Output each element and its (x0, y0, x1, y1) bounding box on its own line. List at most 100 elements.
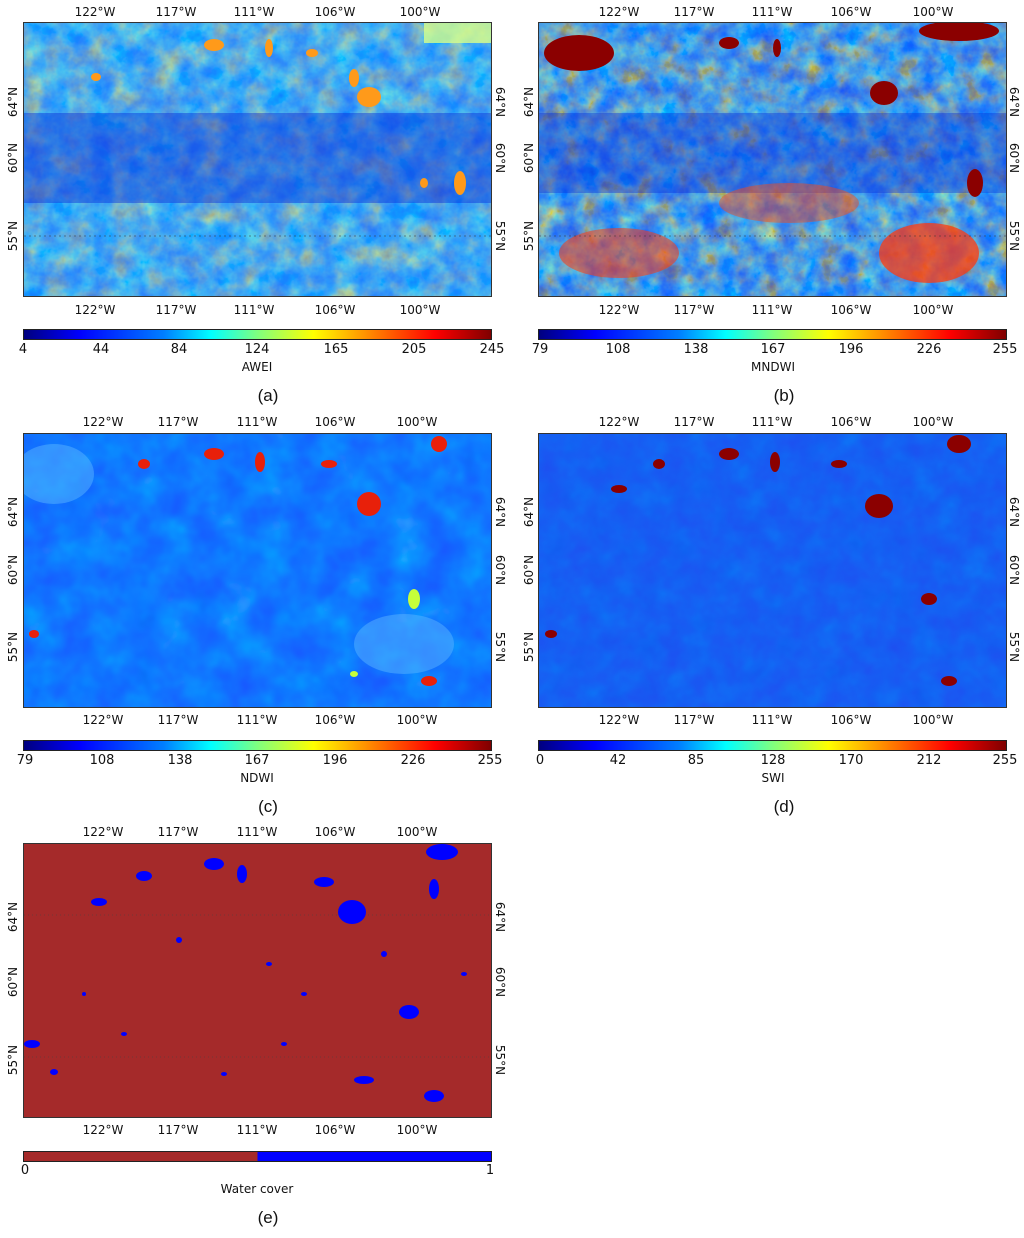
bottom-lon-label: 122°W (74, 303, 116, 317)
colorbar-tick: 167 (244, 753, 270, 768)
right-lat-label: 60°N (1007, 554, 1021, 586)
colorbar-tick: 196 (322, 753, 348, 768)
colorbar-tick: 85 (687, 753, 705, 768)
left-lat-label: 60°N (522, 142, 536, 174)
colorbar-water-cover (23, 1151, 492, 1162)
top-lon-label: 117°W (155, 5, 197, 19)
top-lon-label: 122°W (74, 5, 116, 19)
bottom-lon-label: 122°W (598, 303, 640, 317)
colorbar-mndwi (538, 329, 1007, 340)
left-lat-label: 64°N (522, 86, 536, 118)
raster-awei (24, 23, 491, 296)
colorbar-tick: 167 (760, 342, 786, 357)
panel-caption: (b) (773, 386, 795, 405)
top-lon-label: 100°W (912, 5, 954, 19)
colorbar-tick: 124 (244, 342, 270, 357)
top-lon-label: 100°W (399, 5, 441, 19)
bottom-lon-label: 117°W (157, 713, 199, 727)
raster-swi (539, 434, 1006, 707)
colorbar-tick: 0 (20, 1163, 30, 1178)
bottom-lon-label: 122°W (82, 1123, 124, 1137)
bottom-lon-label: 111°W (233, 303, 275, 317)
bottom-lon-label: 100°W (399, 303, 441, 317)
colorbar-label: NDWI (240, 771, 274, 785)
right-lat-label: 60°N (1007, 142, 1021, 174)
panel-caption: (d) (773, 797, 795, 816)
colorbar-tick: 255 (477, 753, 503, 768)
top-lon-label: 122°W (598, 415, 640, 429)
top-lon-label: 122°W (598, 5, 640, 19)
colorbar-tick: 4 (18, 342, 28, 357)
top-lon-label: 117°W (673, 415, 715, 429)
colorbar-tick: 138 (683, 342, 709, 357)
top-lon-label: 117°W (157, 415, 199, 429)
bottom-lon-label: 122°W (598, 713, 640, 727)
bottom-lon-label: 100°W (912, 303, 954, 317)
top-lon-label: 100°W (912, 415, 954, 429)
colorbar-tick: 205 (401, 342, 427, 357)
right-lat-label: 55°N (1007, 631, 1021, 663)
colorbar-tick: 212 (916, 753, 942, 768)
colorbar-ndwi (23, 740, 492, 751)
right-lat-label: 60°N (493, 142, 507, 174)
top-lon-label: 111°W (751, 5, 793, 19)
top-lon-label: 111°W (233, 5, 275, 19)
left-lat-label: 55°N (6, 1044, 20, 1076)
right-lat-label: 55°N (1007, 220, 1021, 252)
colorbar-tick: 255 (992, 342, 1018, 357)
colorbar-tick: 44 (92, 342, 110, 357)
bottom-lon-label: 100°W (396, 1123, 438, 1137)
left-lat-label: 55°N (522, 631, 536, 663)
bottom-lon-label: 117°W (157, 1123, 199, 1137)
panel-caption: (a) (257, 386, 279, 405)
panel-caption: (c) (258, 797, 278, 816)
top-lon-label: 117°W (157, 825, 199, 839)
right-lat-label: 60°N (493, 554, 507, 586)
left-lat-label: 60°N (6, 966, 20, 998)
left-lat-label: 60°N (522, 554, 536, 586)
map-water-cover (23, 843, 492, 1118)
top-lon-label: 117°W (673, 5, 715, 19)
raster-ndwi (24, 434, 491, 707)
colorbar-tick: 79 (16, 753, 34, 768)
bottom-lon-label: 111°W (751, 303, 793, 317)
left-lat-label: 64°N (6, 901, 20, 933)
bottom-lon-label: 122°W (82, 713, 124, 727)
right-lat-label: 60°N (493, 966, 507, 998)
map-ndwi (23, 433, 492, 708)
top-lon-label: 122°W (82, 415, 124, 429)
colorbar-tick: 79 (531, 342, 549, 357)
top-lon-label: 106°W (314, 415, 356, 429)
colorbar-awei (23, 329, 492, 340)
top-lon-label: 100°W (396, 415, 438, 429)
map-swi (538, 433, 1007, 708)
colorbar-label: SWI (761, 771, 785, 785)
left-lat-label: 60°N (6, 554, 20, 586)
colorbar-tick: 165 (323, 342, 349, 357)
right-lat-label: 64°N (1007, 86, 1021, 118)
colorbar-tick: 245 (479, 342, 505, 357)
bottom-lon-label: 106°W (830, 713, 872, 727)
top-lon-label: 106°W (830, 5, 872, 19)
right-lat-label: 64°N (493, 496, 507, 528)
colorbar-tick: 42 (609, 753, 627, 768)
colorbar-tick: 84 (170, 342, 188, 357)
colorbar-tick: 226 (916, 342, 942, 357)
map-mndwi (538, 22, 1007, 297)
bottom-lon-label: 106°W (314, 713, 356, 727)
colorbar-tick: 108 (89, 753, 115, 768)
left-lat-label: 55°N (6, 631, 20, 663)
right-lat-label: 64°N (1007, 496, 1021, 528)
top-lon-label: 100°W (396, 825, 438, 839)
left-lat-label: 55°N (6, 220, 20, 252)
right-lat-label: 55°N (493, 220, 507, 252)
bottom-lon-label: 100°W (912, 713, 954, 727)
left-lat-label: 64°N (522, 496, 536, 528)
top-lon-label: 106°W (314, 5, 356, 19)
bottom-lon-label: 117°W (155, 303, 197, 317)
right-lat-label: 64°N (493, 86, 507, 118)
bottom-lon-label: 106°W (314, 303, 356, 317)
left-lat-label: 55°N (522, 220, 536, 252)
top-lon-label: 106°W (830, 415, 872, 429)
bottom-lon-label: 111°W (751, 713, 793, 727)
